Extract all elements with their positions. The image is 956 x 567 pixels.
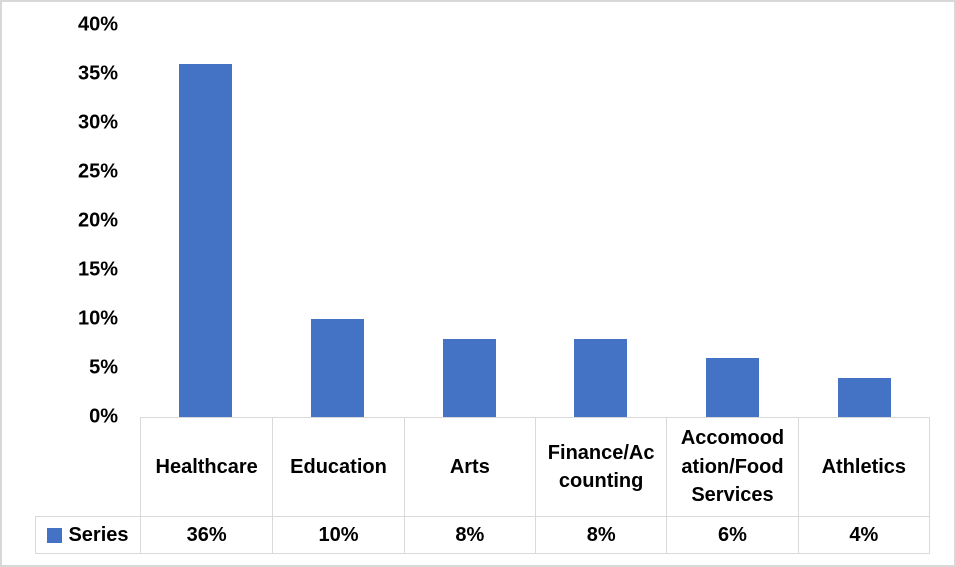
y-axis-tick-label: 30% [77,111,118,134]
series-legend-swatch-icon [47,527,63,543]
y-axis-tick-labels: 40% 35% 30% 25% 20% 15% 10% 5% 0% [2,2,118,565]
bar-arts [442,338,496,417]
bar-education [311,319,364,417]
bar-accomoodation-food-services [706,358,760,417]
data-table-values-row: 36% 10% 8% 8% 6% 4% [140,516,930,554]
category-header-education: Education [272,418,403,516]
bar-slot [798,25,930,417]
y-axis-tick-label: 25% [77,160,118,183]
value-cell-arts: 8% [403,517,535,553]
category-header-athletics: Athletics [797,418,929,516]
value-cell-healthcare: 36% [186,523,227,546]
plot-area [140,25,930,417]
category-header-arts: Arts [403,418,535,516]
bar-athletics [837,377,891,417]
bar-finance-accounting [574,338,628,417]
y-axis-tick-label: 0% [89,405,118,428]
value-cell-athletics: 4% [797,517,929,553]
value-cell-accomoodation-food-services: 6% [666,517,797,553]
category-header-healthcare: Healthcare [155,455,258,478]
bar-healthcare [179,64,233,417]
bar-slot [535,25,667,417]
y-axis-tick-label: 10% [77,307,118,330]
y-axis-tick-label: 35% [77,62,118,85]
value-cell-finance-accounting: 8% [534,517,666,553]
y-axis-tick-label: 40% [77,13,118,36]
value-cell-education: 10% [272,517,403,553]
bar-slot [403,25,535,417]
y-axis-tick-label: 5% [89,356,118,379]
category-header-finance-accounting: Finance/Ac counting [534,418,666,516]
bar-slot [140,25,272,417]
bar-slot [667,25,799,417]
y-axis-tick-label: 20% [77,209,118,232]
category-header-row: Healthcare Education Arts Finance/Ac counti… [140,417,930,517]
bar-slot [272,25,404,417]
y-axis-tick-label: 15% [77,258,118,281]
legend-cell: Series [35,516,140,554]
category-header-accomoodation-food-services: Accomood ation/Food Services [666,418,797,516]
series-legend-label: Series [68,523,129,546]
